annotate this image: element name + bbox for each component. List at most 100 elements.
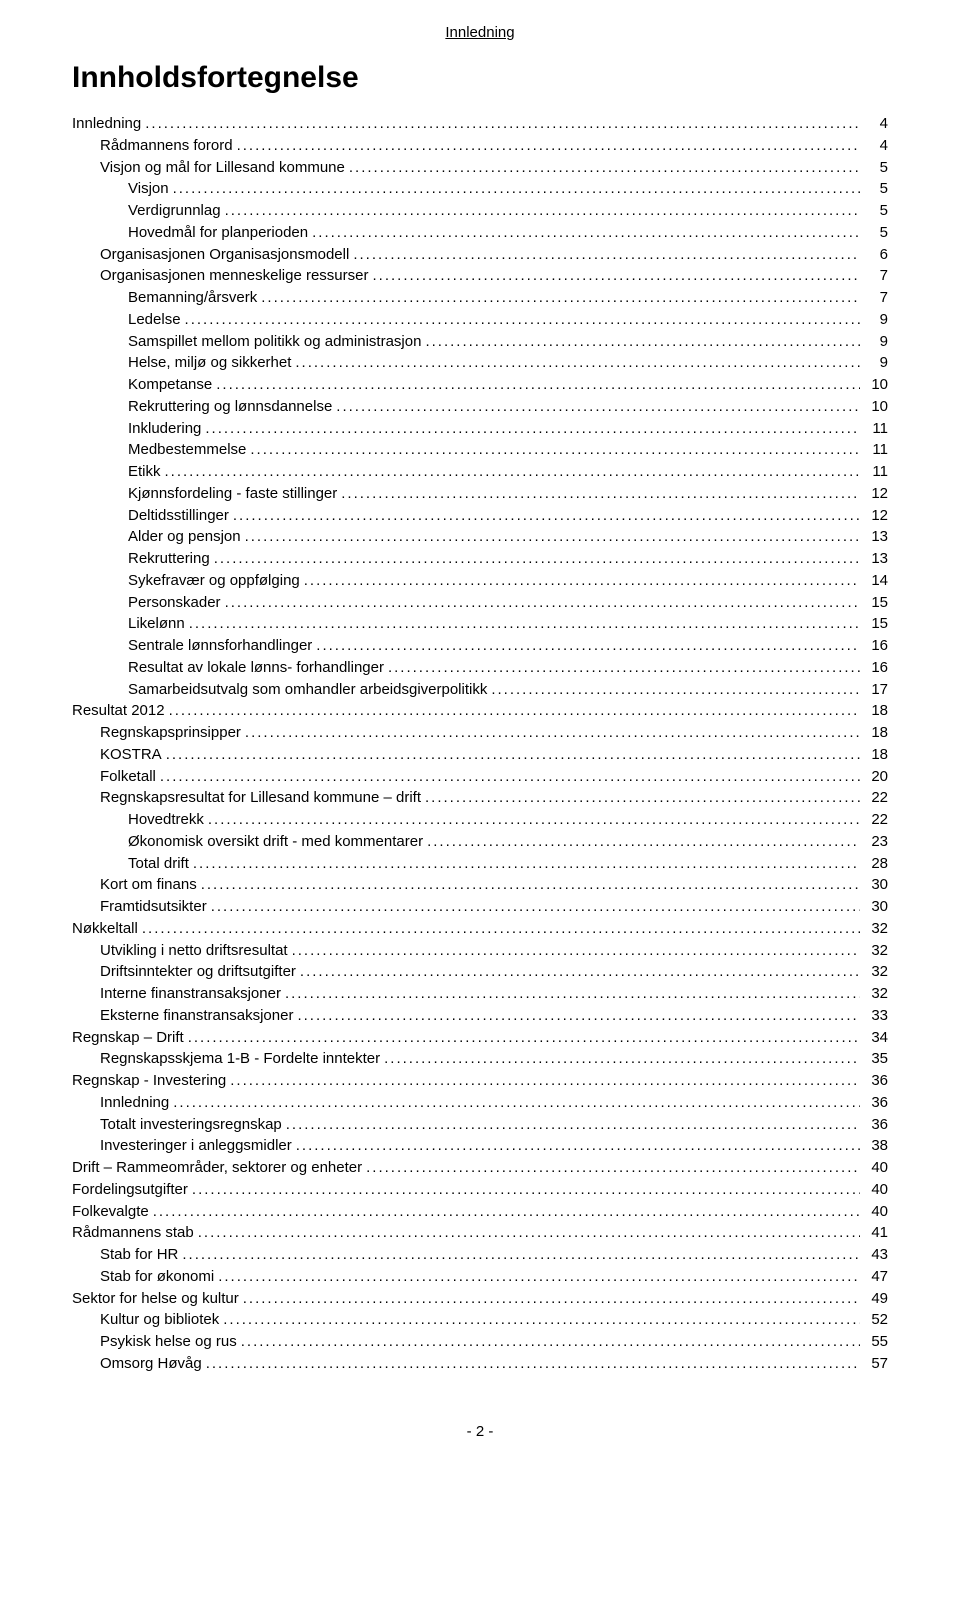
toc-entry-label: Omsorg Høvåg [100, 1353, 202, 1375]
toc-entry: Psykisk helse og rus55 [72, 1331, 888, 1353]
toc-leader-dots [312, 222, 860, 244]
toc-title: Innholdsfortegnelse [72, 61, 888, 95]
toc-entry: Regnskapsprinsipper18 [72, 722, 888, 744]
toc-entry-label: KOSTRA [100, 744, 162, 766]
toc-entry: Regnskapsskjema 1-B - Fordelte inntekter… [72, 1048, 888, 1070]
toc-leader-dots [173, 178, 860, 200]
toc-entry-label: Totalt investeringsregnskap [100, 1114, 282, 1136]
toc-entry: Etikk 11 [72, 461, 888, 483]
toc-entry-page: 52 [864, 1309, 888, 1331]
page-footer: - 2 - [72, 1423, 888, 1440]
toc-entry-page: 30 [864, 896, 888, 918]
toc-entry: Sentrale lønnsforhandlinger16 [72, 635, 888, 657]
toc-leader-dots [214, 548, 860, 570]
toc-entry-label: Regnskap - Investering [72, 1070, 226, 1092]
toc-leader-dots [372, 265, 860, 287]
toc-entry: Drift – Rammeområder, sektorer og enhete… [72, 1157, 888, 1179]
toc-leader-dots [205, 418, 860, 440]
toc-leader-dots [297, 1005, 860, 1027]
toc-entry-label: Utvikling i netto driftsresultat [100, 940, 288, 962]
toc-entry-page: 18 [864, 744, 888, 766]
toc-entry: Fordelingsutgifter40 [72, 1179, 888, 1201]
toc-leader-dots [388, 657, 860, 679]
toc-entry: Total drift 28 [72, 853, 888, 875]
toc-leader-dots [201, 874, 860, 896]
toc-entry: Visjon5 [72, 178, 888, 200]
toc-entry-page: 18 [864, 700, 888, 722]
toc-entry-page: 11 [864, 418, 888, 440]
toc-entry-label: Folketall [100, 766, 156, 788]
toc-leader-dots [300, 961, 860, 983]
toc-entry: Driftsinntekter og driftsutgifter32 [72, 961, 888, 983]
toc-entry: Innledning4 [72, 113, 888, 135]
toc-entry: Kultur og bibliotek 52 [72, 1309, 888, 1331]
toc-entry: Bemanning/årsverk7 [72, 287, 888, 309]
toc-leader-dots [427, 831, 860, 853]
toc-entry: Regnskapsresultat for Lillesand kommune … [72, 787, 888, 809]
toc-leader-dots [245, 722, 860, 744]
toc-entry-label: Etikk [128, 461, 161, 483]
toc-leader-dots [353, 244, 860, 266]
toc-entry-page: 43 [864, 1244, 888, 1266]
table-of-contents: Innledning4Rådmannens forord4Visjon og m… [72, 113, 888, 1375]
toc-leader-dots [384, 1048, 860, 1070]
toc-entry-label: Total drift [128, 853, 189, 875]
toc-entry-label: Kjønnsfordeling - faste stillinger [128, 483, 337, 505]
toc-leader-dots [225, 200, 860, 222]
toc-entry-page: 13 [864, 526, 888, 548]
toc-entry-page: 7 [864, 287, 888, 309]
toc-entry-page: 16 [864, 657, 888, 679]
toc-entry-label: Kultur og bibliotek [100, 1309, 219, 1331]
toc-entry: Rekruttering og lønnsdannelse10 [72, 396, 888, 418]
toc-entry-label: Sykefravær og oppfølging [128, 570, 300, 592]
toc-leader-dots [349, 157, 860, 179]
toc-entry-page: 20 [864, 766, 888, 788]
toc-entry-page: 36 [864, 1092, 888, 1114]
toc-entry-label: Drift – Rammeområder, sektorer og enhete… [72, 1157, 362, 1179]
toc-entry-label: Rekruttering og lønnsdannelse [128, 396, 332, 418]
toc-leader-dots [296, 1135, 860, 1157]
toc-leader-dots [223, 1309, 860, 1331]
toc-entry-page: 32 [864, 918, 888, 940]
toc-entry-label: Sektor for helse og kultur [72, 1288, 239, 1310]
toc-leader-dots [218, 1266, 860, 1288]
toc-entry-page: 11 [864, 439, 888, 461]
toc-entry: Rådmannens forord4 [72, 135, 888, 157]
toc-leader-dots [336, 396, 860, 418]
toc-entry: Folketall 20 [72, 766, 888, 788]
document-page: Innledning Innholdsfortegnelse Innlednin… [0, 0, 960, 1480]
toc-entry-label: Hovedtrekk [128, 809, 204, 831]
toc-entry: Visjon og mål for Lillesand kommune5 [72, 157, 888, 179]
toc-entry: Organisasjonen Organisasjonsmodell6 [72, 244, 888, 266]
page-header: Innledning [72, 24, 888, 41]
toc-leader-dots [233, 505, 860, 527]
toc-entry-page: 23 [864, 831, 888, 853]
toc-leader-dots [142, 918, 860, 940]
toc-entry: Folkevalgte40 [72, 1201, 888, 1223]
toc-leader-dots [245, 526, 860, 548]
toc-entry-page: 13 [864, 548, 888, 570]
toc-entry-page: 49 [864, 1288, 888, 1310]
toc-entry-page: 57 [864, 1353, 888, 1375]
toc-entry-page: 28 [864, 853, 888, 875]
toc-entry: Likelønn15 [72, 613, 888, 635]
toc-entry-label: Rekruttering [128, 548, 210, 570]
toc-entry: Kompetanse10 [72, 374, 888, 396]
toc-entry-page: 32 [864, 961, 888, 983]
toc-entry: Hovedmål for planperioden5 [72, 222, 888, 244]
toc-entry-label: Rådmannens forord [100, 135, 233, 157]
toc-leader-dots [225, 592, 860, 614]
toc-entry: Deltidsstillinger12 [72, 505, 888, 527]
toc-leader-dots [425, 787, 860, 809]
toc-entry-label: Økonomisk oversikt drift - med kommentar… [128, 831, 423, 853]
toc-leader-dots [169, 700, 860, 722]
toc-entry-page: 5 [864, 222, 888, 244]
toc-entry-label: Verdigrunnlag [128, 200, 221, 222]
toc-leader-dots [341, 483, 860, 505]
toc-entry-label: Nøkkeltall [72, 918, 138, 940]
toc-entry: Kort om finans30 [72, 874, 888, 896]
toc-entry-label: Inkludering [128, 418, 201, 440]
toc-entry-label: Eksterne finanstransaksjoner [100, 1005, 293, 1027]
toc-entry-label: Investeringer i anleggsmidler [100, 1135, 292, 1157]
toc-entry-page: 11 [864, 461, 888, 483]
